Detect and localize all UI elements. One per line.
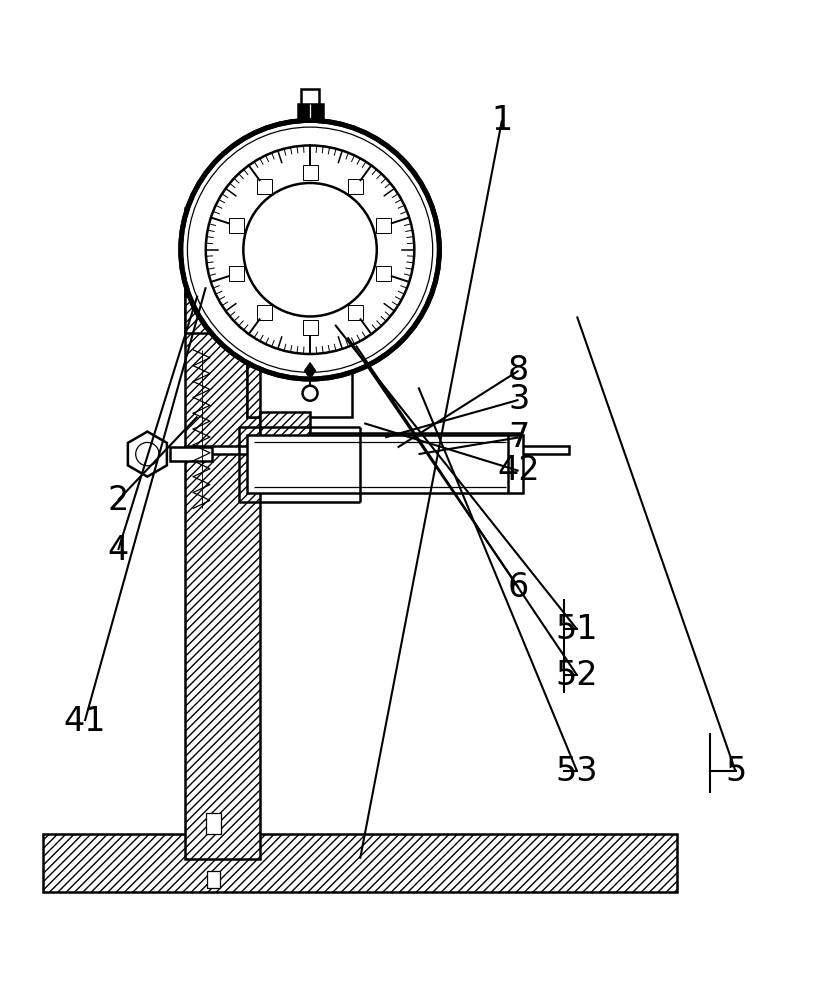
Polygon shape (247, 435, 522, 493)
Polygon shape (185, 208, 260, 859)
Text: 51: 51 (555, 613, 598, 646)
Circle shape (135, 442, 159, 466)
Polygon shape (283, 306, 337, 333)
Text: 2: 2 (107, 484, 129, 516)
Text: 42: 42 (497, 454, 539, 487)
Polygon shape (309, 433, 518, 443)
Polygon shape (303, 362, 315, 379)
Circle shape (243, 183, 376, 316)
Text: 4: 4 (108, 534, 129, 567)
Text: 1: 1 (491, 104, 512, 137)
Polygon shape (297, 104, 322, 120)
Text: 52: 52 (555, 659, 598, 692)
Polygon shape (247, 331, 351, 417)
Text: 5: 5 (724, 755, 745, 788)
Polygon shape (292, 308, 328, 379)
Polygon shape (247, 331, 260, 417)
Text: 6: 6 (507, 571, 528, 604)
Text: 8: 8 (507, 354, 528, 387)
Circle shape (206, 145, 414, 354)
Polygon shape (297, 308, 322, 371)
Text: 41: 41 (64, 705, 106, 738)
Polygon shape (185, 294, 318, 333)
Text: 7: 7 (507, 421, 528, 454)
Polygon shape (206, 813, 221, 834)
Polygon shape (128, 432, 166, 477)
Polygon shape (170, 447, 212, 461)
Polygon shape (185, 264, 318, 296)
Polygon shape (300, 89, 319, 104)
Polygon shape (206, 871, 220, 888)
Text: 53: 53 (555, 755, 598, 788)
Circle shape (181, 120, 439, 379)
Text: 3: 3 (507, 383, 528, 416)
Polygon shape (43, 834, 676, 892)
Polygon shape (260, 412, 309, 454)
Circle shape (302, 386, 317, 401)
Polygon shape (185, 446, 568, 454)
